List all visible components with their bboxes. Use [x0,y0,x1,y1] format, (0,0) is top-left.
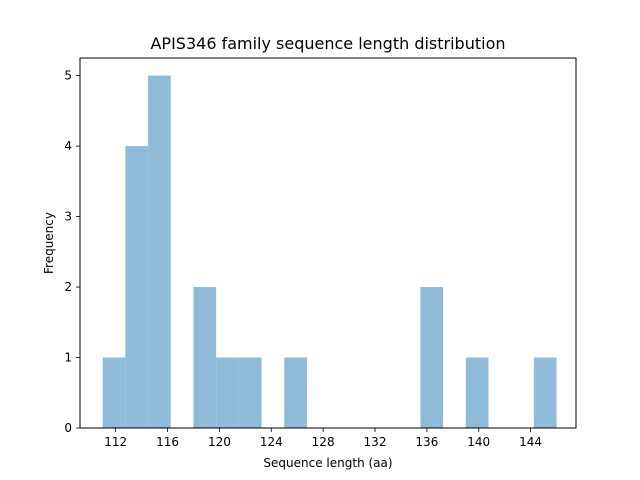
x-axis-label: Sequence length (aa) [263,456,392,470]
x-tick-label: 132 [364,435,387,449]
histogram-bar [148,75,171,428]
y-tick-label: 4 [64,139,72,153]
x-axis-ticks: 112 116 120 124 128 132 136 140 144 [104,428,542,449]
chart-title: APIS346 family sequence length distribut… [150,34,505,53]
x-tick-label: 124 [260,435,283,449]
x-tick-label: 144 [519,435,542,449]
y-tick-label: 2 [64,280,72,294]
histogram-bar [284,357,307,428]
y-tick-label: 1 [64,351,72,365]
histogram-bar [125,146,149,428]
y-axis-label: Frequency [42,212,56,274]
y-tick-label: 0 [64,421,72,435]
histogram-bar [420,287,444,428]
x-tick-label: 128 [312,435,335,449]
histogram-bar [465,357,489,428]
histogram-bar [533,357,557,428]
x-tick-label: 116 [156,435,179,449]
bars-group [102,75,557,428]
x-tick-label: 140 [467,435,490,449]
plot-frame [79,57,577,429]
x-tick-label: 136 [415,435,438,449]
x-tick-label: 112 [104,435,127,449]
histogram-bar [216,357,239,428]
histogram-bar [102,357,126,428]
y-tick-label: 5 [64,69,72,83]
histogram-bar [193,287,217,428]
y-axis-ticks: 0 1 2 3 4 5 [64,69,80,435]
histogram-bar [238,357,262,428]
x-tick-label: 120 [208,435,231,449]
y-tick-label: 3 [64,210,72,224]
